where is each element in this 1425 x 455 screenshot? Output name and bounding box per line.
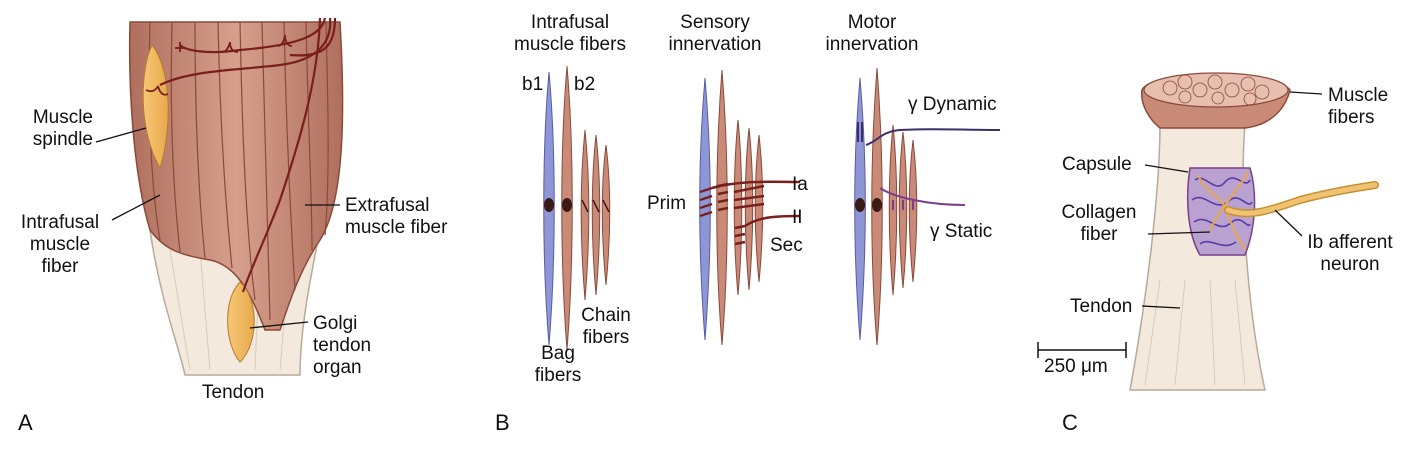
label-ib-afferent: Ib afferent neuron [1307, 232, 1393, 275]
scale-bar [1037, 342, 1127, 358]
label-chain-fibers: Chain fibers [581, 305, 631, 348]
label-golgi-tendon-organ: Golgi tendon organ [313, 313, 372, 378]
label-extrafusal-fiber: Extrafusal muscle fiber [345, 195, 448, 238]
header-sensory: Sensory innervation [668, 12, 762, 55]
label-sec: Sec [770, 235, 803, 256]
label-tendon-c: Tendon [1070, 296, 1133, 317]
label-capsule: Capsule [1062, 154, 1132, 175]
label-muscle-fibers: Muscle fibers [1328, 85, 1389, 128]
label-ii: II [792, 207, 803, 228]
label-gamma-static: γ Static [930, 221, 993, 242]
muscle-spindle-shape [142, 44, 169, 170]
label-intrafusal-fiber: Intrafusal muscle fiber [20, 212, 100, 277]
label-muscle-spindle: Muscle spindle [32, 107, 93, 150]
label-tendon-a: Tendon [202, 382, 265, 403]
label-b2: b2 [574, 74, 596, 95]
label-bag-fibers: Bag fibers [534, 343, 582, 386]
label-gamma-dynamic: γ Dynamic [908, 94, 997, 115]
panel-b-drawing [543, 65, 1001, 351]
label-collagen-fiber: Collagen fiber [1061, 202, 1137, 245]
panel-a-drawing [95, 17, 344, 376]
label-ia: Ia [792, 174, 808, 195]
panel-letter-a: A [18, 410, 33, 435]
golgi-organ-shape [227, 281, 255, 363]
header-motor: Motor innervation [825, 12, 919, 55]
panel-letter-b: B [495, 410, 510, 435]
panel-c-drawing [1037, 72, 1379, 391]
label-scale: 250 μm [1044, 356, 1108, 377]
label-prim: Prim [647, 193, 687, 214]
label-b1: b1 [522, 74, 544, 95]
header-intrafusal: Intrafusal muscle fibers [514, 12, 626, 55]
panel-letter-c: C [1062, 410, 1078, 435]
